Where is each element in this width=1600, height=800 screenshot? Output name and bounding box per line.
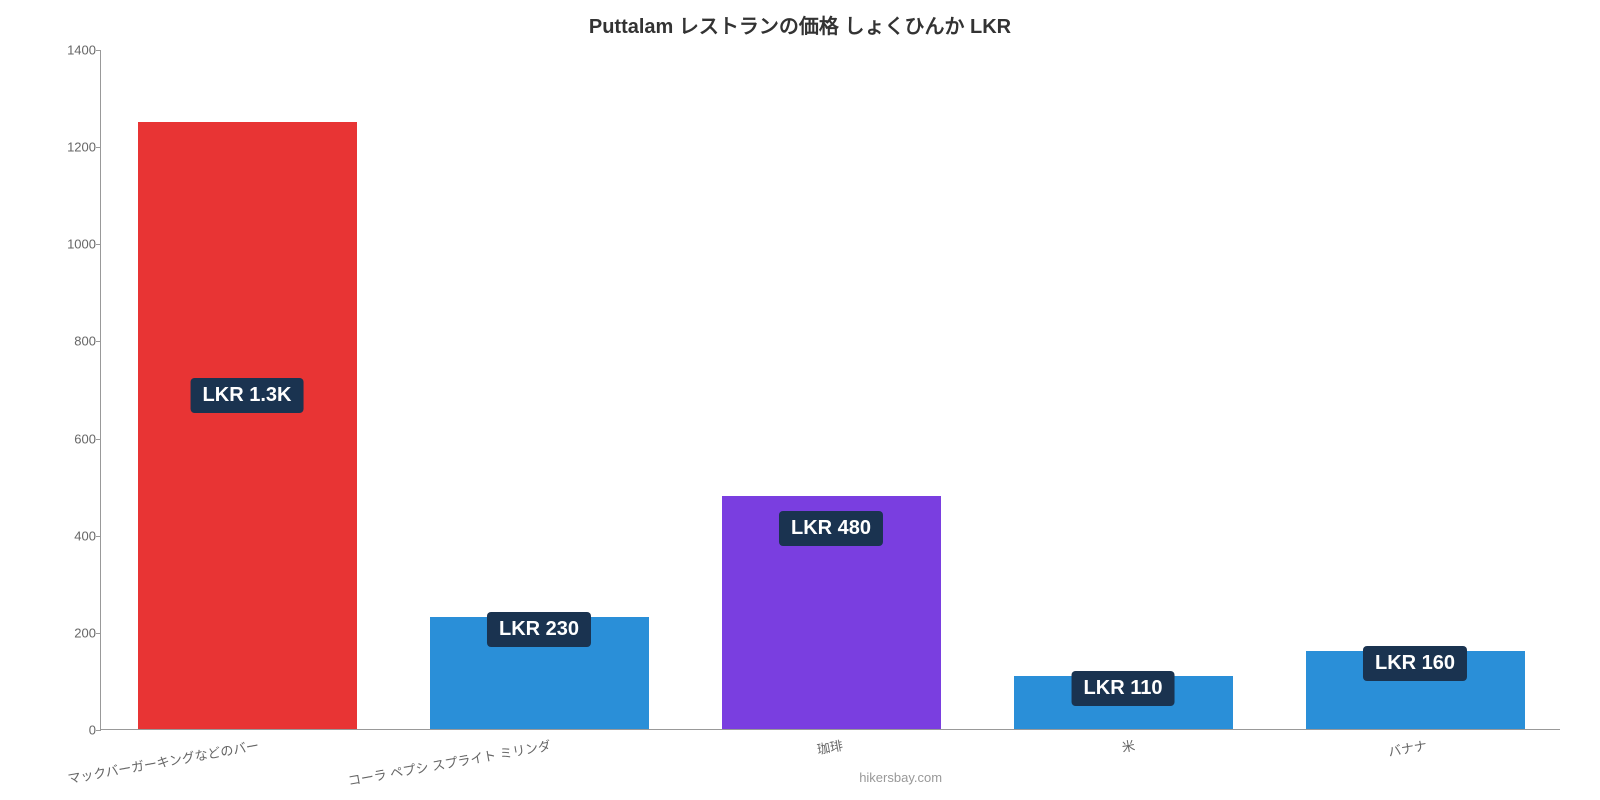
- y-axis-tick-label: 400: [51, 528, 96, 543]
- bar-value-label: LKR 230: [487, 612, 591, 647]
- x-axis-tick-label: バナナ: [1169, 735, 1428, 799]
- x-axis-tick-label: コーラ ペプシ スプライト ミリンダ: [293, 735, 552, 799]
- y-axis-tick-mark: [96, 341, 101, 342]
- y-axis-tick-label: 1400: [51, 43, 96, 58]
- y-axis-tick-label: 1200: [51, 140, 96, 155]
- bar-value-label: LKR 160: [1363, 646, 1467, 681]
- bar-value-label: LKR 1.3K: [191, 378, 304, 413]
- y-axis-tick-label: 200: [51, 625, 96, 640]
- y-axis-tick-mark: [96, 536, 101, 537]
- y-axis-tick-label: 0: [51, 723, 96, 738]
- y-axis-tick-mark: [96, 730, 101, 731]
- chart-title: Puttalam レストランの価格 しょくひんか LKR: [0, 10, 1600, 39]
- bar-value-label: LKR 110: [1072, 671, 1175, 706]
- y-axis-tick-mark: [96, 633, 101, 634]
- y-axis-tick-label: 1000: [51, 237, 96, 252]
- x-axis-tick-label: 米: [877, 735, 1136, 799]
- y-axis-tick-label: 800: [51, 334, 96, 349]
- chart-container: Puttalam レストランの価格 しょくひんか LKR 02004006008…: [0, 0, 1600, 800]
- y-axis-tick-mark: [96, 439, 101, 440]
- y-axis-tick-label: 600: [51, 431, 96, 446]
- y-axis-tick-mark: [96, 244, 101, 245]
- y-axis-tick-mark: [96, 147, 101, 148]
- x-axis-tick-label: マックバーガーキングなどのバー: [1, 735, 260, 799]
- plot-area: 0200400600800100012001400LKR 1.3Kマックバーガー…: [100, 50, 1560, 730]
- bar-value-label: LKR 480: [779, 511, 883, 546]
- y-axis-tick-mark: [96, 50, 101, 51]
- x-axis-tick-label: 珈琲: [585, 735, 844, 799]
- bar: [138, 122, 357, 729]
- attribution-text: hikersbay.com: [859, 770, 942, 785]
